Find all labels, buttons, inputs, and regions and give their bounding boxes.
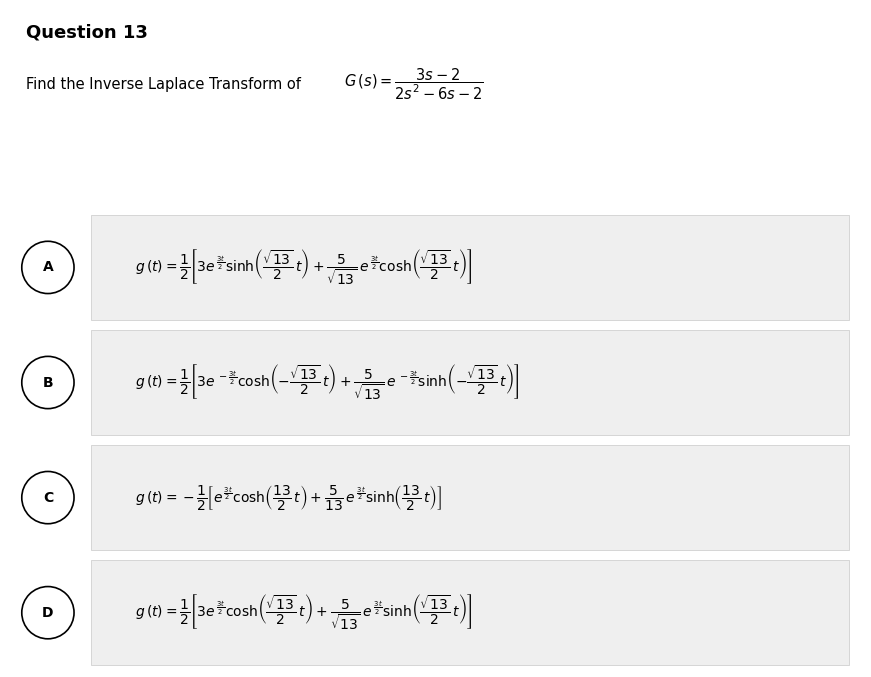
Text: C: C xyxy=(43,491,53,504)
Ellipse shape xyxy=(22,471,74,524)
FancyBboxPatch shape xyxy=(91,215,849,320)
Text: $G\,(s) = \dfrac{3s-2}{2s^2-6s-2}$: $G\,(s) = \dfrac{3s-2}{2s^2-6s-2}$ xyxy=(344,67,483,102)
FancyBboxPatch shape xyxy=(91,561,849,665)
Text: Question 13: Question 13 xyxy=(26,24,148,42)
Ellipse shape xyxy=(22,241,74,294)
Text: B: B xyxy=(43,376,53,389)
Text: $g\,(t) = \dfrac{1}{2}\left[3e^{\,-\frac{3t}{2}}\cosh\!\left(-\dfrac{\sqrt{13}}{: $g\,(t) = \dfrac{1}{2}\left[3e^{\,-\frac… xyxy=(135,363,520,402)
Text: $g\,(t) = \dfrac{1}{2}\left[3e^{\,\frac{3t}{2}}\cosh\!\left(\dfrac{\sqrt{13}}{2}: $g\,(t) = \dfrac{1}{2}\left[3e^{\,\frac{… xyxy=(135,593,473,632)
Ellipse shape xyxy=(22,586,74,639)
FancyBboxPatch shape xyxy=(91,330,849,435)
Text: $g\,(t) = \dfrac{1}{2}\left[3e^{\,\frac{3t}{2}}\sinh\!\left(\dfrac{\sqrt{13}}{2}: $g\,(t) = \dfrac{1}{2}\left[3e^{\,\frac{… xyxy=(135,248,473,287)
Text: A: A xyxy=(43,261,53,274)
Ellipse shape xyxy=(22,356,74,409)
Text: D: D xyxy=(42,606,54,619)
Text: Find the Inverse Laplace Transform of: Find the Inverse Laplace Transform of xyxy=(26,77,306,92)
FancyBboxPatch shape xyxy=(91,445,849,550)
Text: $g\,(t) = -\dfrac{1}{2}\left[e^{\,\frac{3t}{2}}\cosh\!\left(\dfrac{13}{2}\,t\rig: $g\,(t) = -\dfrac{1}{2}\left[e^{\,\frac{… xyxy=(135,483,442,512)
